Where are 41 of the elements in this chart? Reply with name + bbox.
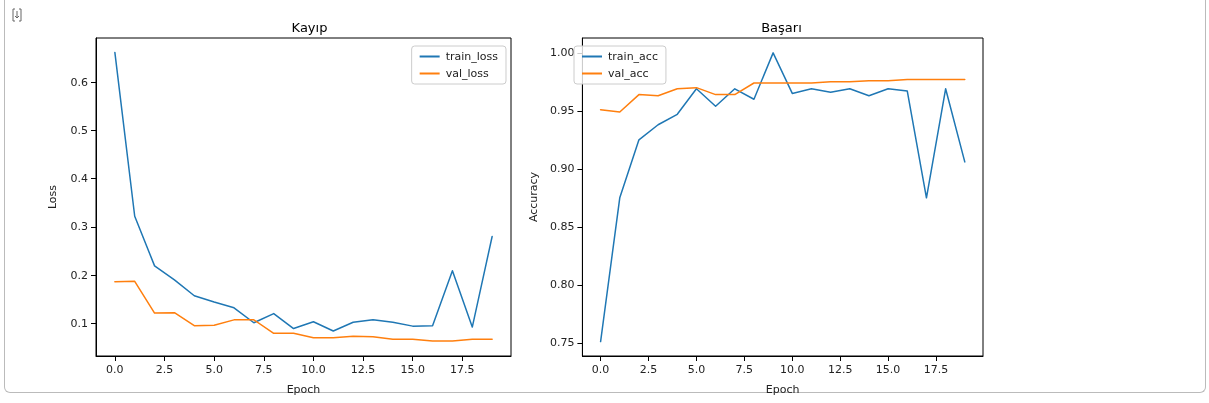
x-tick-label: 15.0 (875, 363, 901, 376)
y-tick-label: 0.75 (549, 336, 575, 350)
y-tick-label: 0.4 (70, 172, 88, 186)
legend-label: train_acc (608, 50, 658, 63)
x-tick-label: 0.0 (591, 363, 610, 376)
y-tick-label: 0.1 (70, 316, 88, 330)
x-tick-label: 15.0 (400, 363, 425, 376)
legend-label: val_acc (608, 67, 649, 80)
y-axis-title: Accuracy (527, 171, 540, 223)
line-series (599, 52, 966, 343)
x-tick-label: 10.0 (780, 363, 805, 376)
y-tick-label: 0.90 (549, 162, 575, 176)
x-tick-label: 7.5 (255, 363, 273, 376)
y-tick-label: 0.80 (549, 278, 575, 292)
y-axis-title: Loss (46, 184, 59, 210)
y-tick-label: 0.95 (549, 104, 575, 118)
line-series (599, 78, 966, 113)
x-tick-label: 12.5 (827, 363, 853, 376)
x-axis-title: Epoch (286, 383, 321, 396)
y-tick-label: 0.6 (70, 75, 88, 89)
x-tick-label: 17.5 (450, 363, 475, 376)
x-axis-title: Epoch (765, 383, 800, 396)
x-tick-label: 2.5 (155, 363, 174, 376)
legend-label: train_loss (445, 50, 499, 63)
y-tick-label: 1.00 (549, 46, 575, 60)
x-tick-label: 0.0 (106, 363, 124, 376)
y-tick-label: 0.3 (70, 220, 88, 234)
y-tick-label: 0.85 (549, 220, 575, 234)
x-tick-label: 12.5 (350, 363, 376, 376)
x-tick-label: 7.5 (735, 363, 754, 376)
chart-title: Kayıp (291, 20, 328, 35)
chart-title: Başarı (761, 20, 802, 35)
x-tick-label: 5.0 (205, 363, 223, 376)
x-tick-label: 10.0 (301, 363, 326, 376)
x-tick-label: 17.5 (923, 363, 949, 376)
line-series (114, 280, 493, 342)
y-tick-label: 0.2 (70, 268, 88, 282)
y-tick-label: 0.5 (70, 124, 88, 138)
x-tick-label: 2.5 (639, 363, 658, 376)
legend-label: val_loss (445, 67, 489, 80)
x-tick-label: 5.0 (687, 363, 706, 376)
